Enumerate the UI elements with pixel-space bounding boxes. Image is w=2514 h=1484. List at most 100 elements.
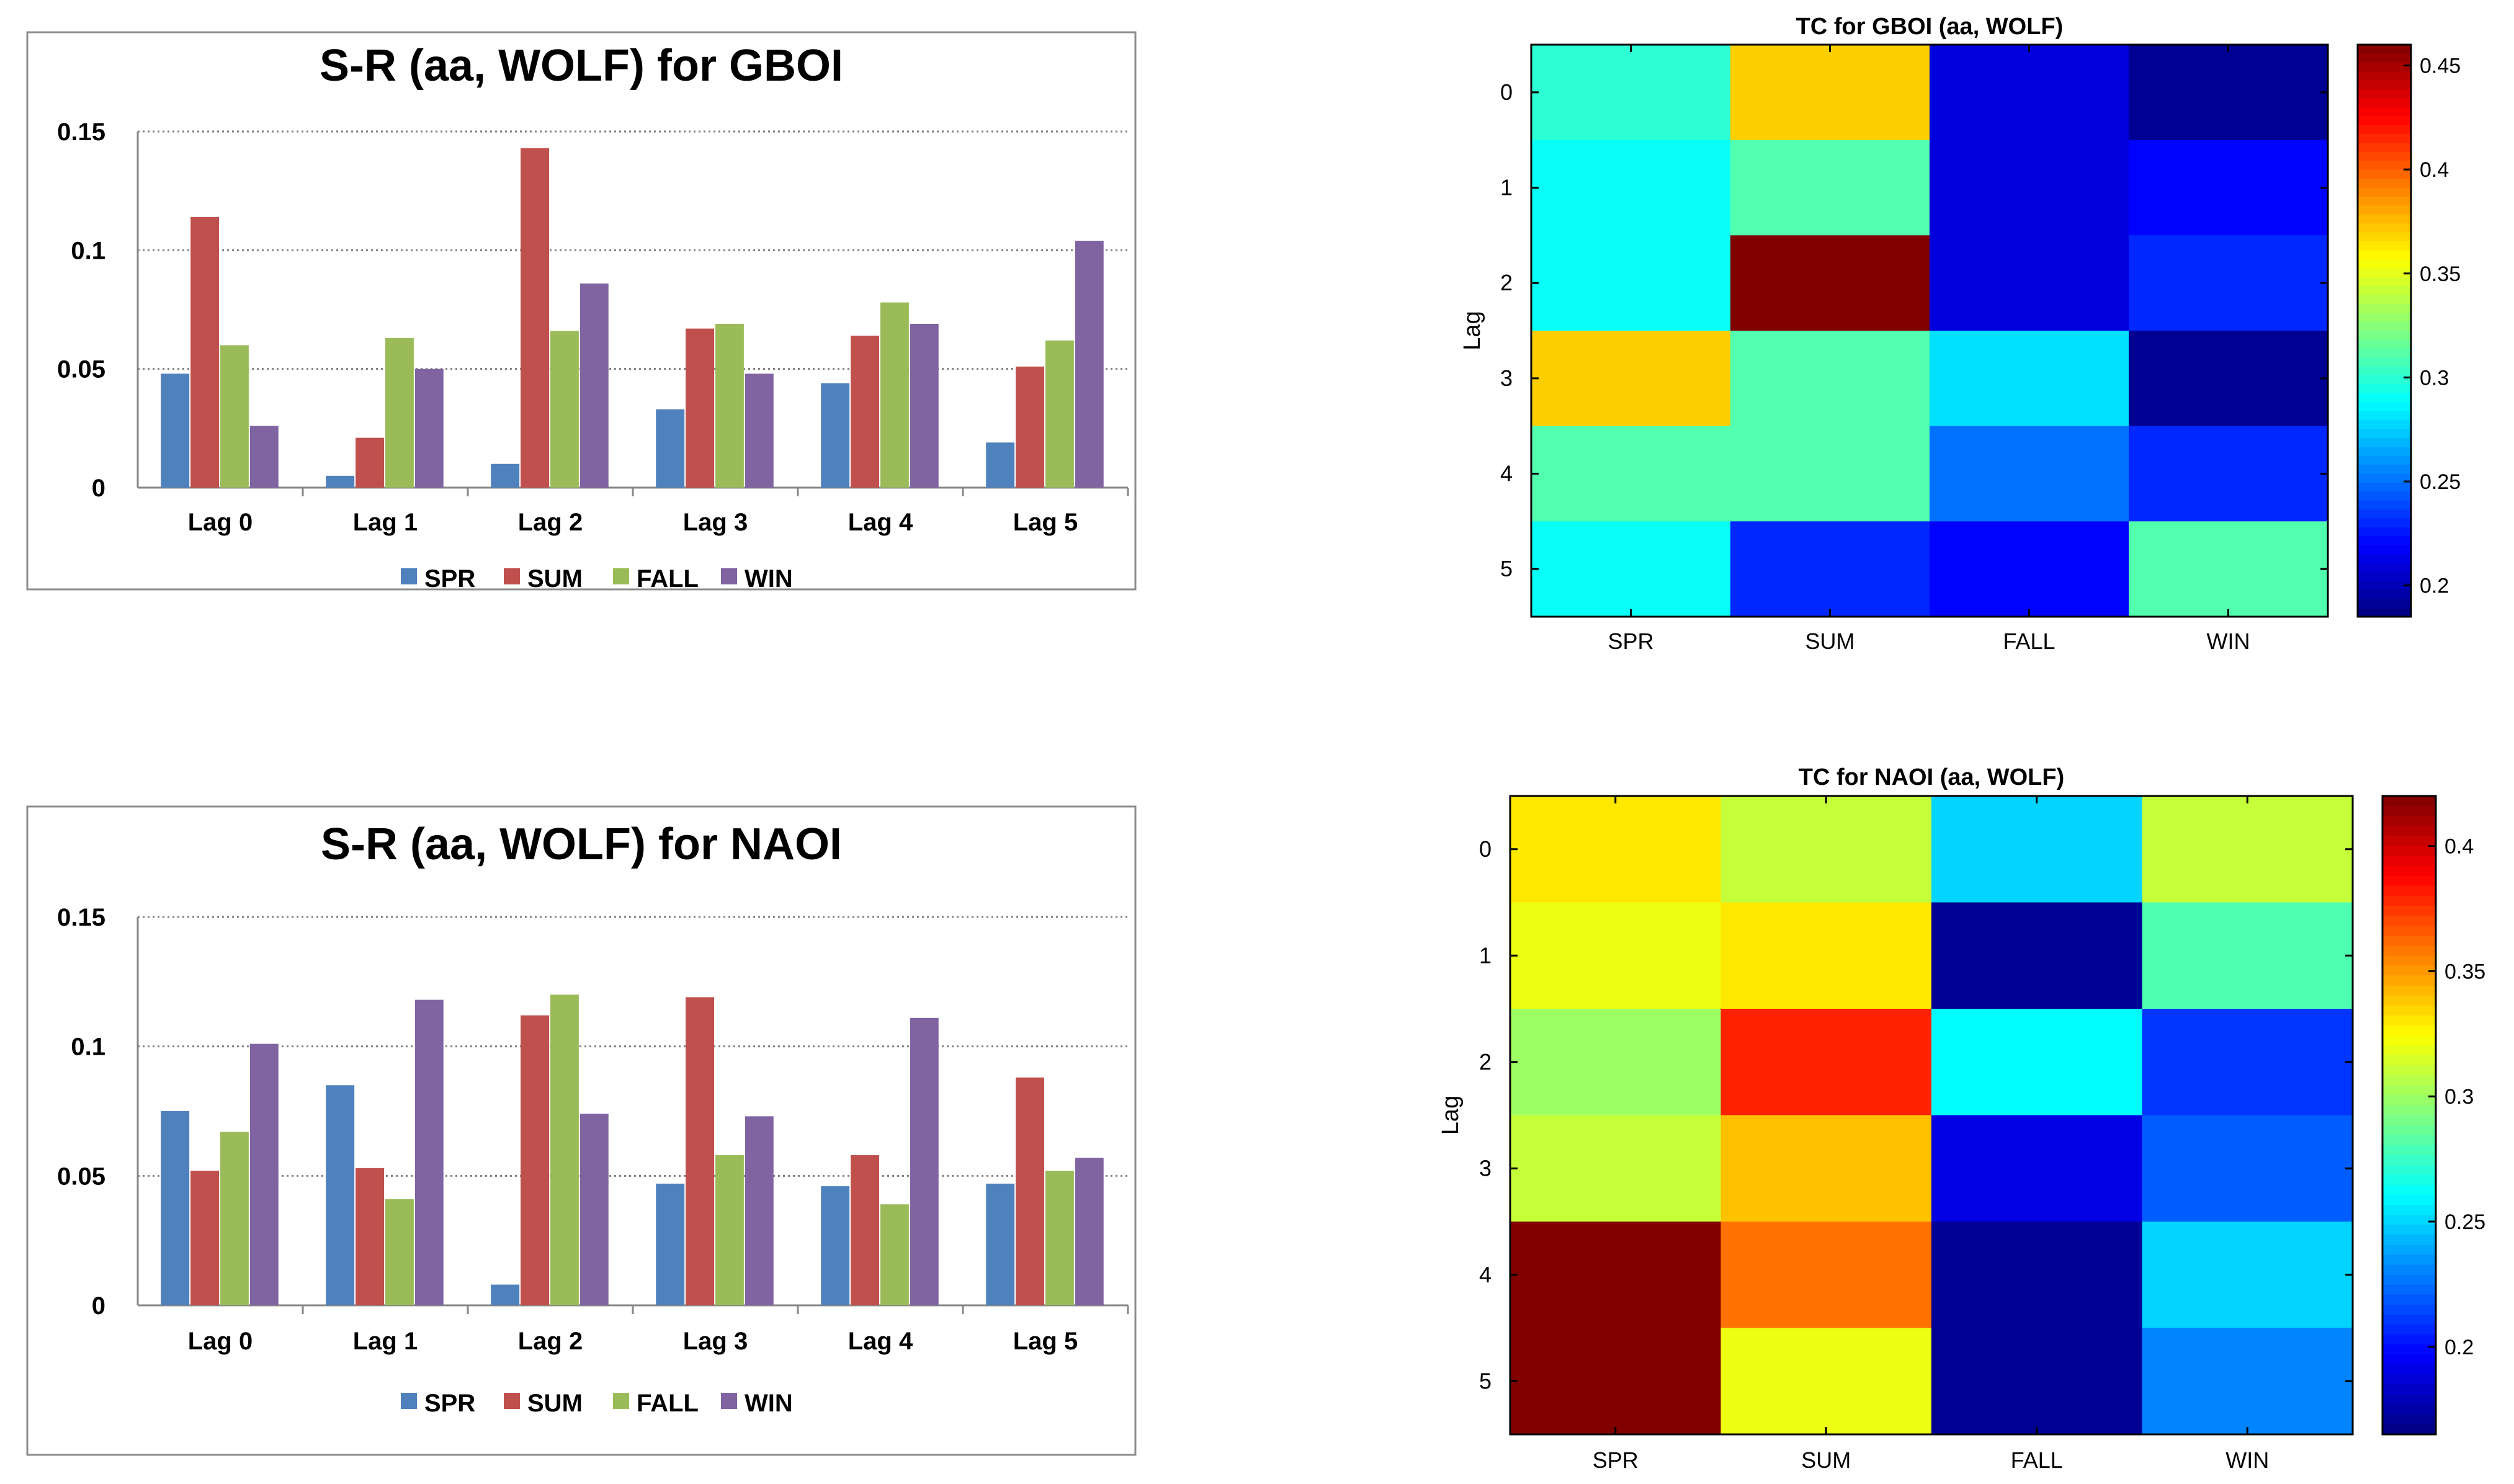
- legend-label: SUM: [527, 565, 583, 592]
- bar-spr: [161, 373, 190, 488]
- bar-fall: [385, 1199, 414, 1305]
- colorbar-segment: [2358, 179, 2411, 189]
- colorbar-segment: [2382, 1264, 2436, 1276]
- bar-fall: [880, 302, 909, 488]
- colorbar-segment: [2358, 196, 2411, 207]
- colorbar-segment: [2358, 98, 2411, 108]
- colorbar-frame: [2381, 795, 2437, 1436]
- colorbar-segment: [2358, 348, 2411, 359]
- heatmap-cell: [1930, 235, 2129, 331]
- colorbar-tick-label: 0.3: [2420, 366, 2449, 390]
- bar-sum: [190, 1170, 219, 1305]
- heatmap-frame: [1530, 43, 2329, 618]
- bar-spr: [986, 1183, 1015, 1305]
- colorbar-segment: [2358, 62, 2411, 73]
- colorbar-segment: [2382, 1235, 2436, 1246]
- x-tick-label: Lag 2: [518, 1328, 583, 1355]
- heatmap-cell: [2129, 331, 2328, 427]
- bar-fall: [385, 337, 414, 488]
- colorbar-segment: [2358, 161, 2411, 171]
- y-tick-label: 2: [1500, 270, 1513, 295]
- heatmap-title: TC for GBOI (aa, WOLF): [1796, 14, 2064, 40]
- heatmap-cell: [1531, 331, 1731, 427]
- colorbar-segment: [2358, 437, 2411, 448]
- legend-label: FALL: [637, 565, 699, 592]
- colorbar-segment: [2382, 945, 2436, 957]
- heatmap-cell: [1730, 45, 1930, 141]
- bar-win: [579, 1114, 609, 1305]
- heatmap-cell: [1930, 426, 2129, 522]
- colorbar-segment: [2382, 1045, 2436, 1057]
- heatmap-cell: [1931, 1009, 2142, 1115]
- x-tick-label: Lag 3: [683, 509, 748, 536]
- colorbar-segment: [2358, 554, 2411, 564]
- colorbar-segment: [2382, 1414, 2436, 1425]
- x-tick-label: Lag 2: [518, 509, 583, 536]
- bar-fall: [715, 323, 744, 488]
- colorbar-segment: [2382, 856, 2436, 867]
- x-tick-label: Lag 3: [683, 1328, 748, 1355]
- colorbar-segment: [2358, 80, 2411, 91]
- heatmap-cell: [2129, 521, 2328, 617]
- colorbar-segment: [2382, 826, 2436, 837]
- colorbar-segment: [2382, 806, 2436, 817]
- x-tick-label: FALL: [2003, 628, 2055, 654]
- colorbar-segment: [2382, 1125, 2436, 1136]
- colorbar-segment: [2382, 1304, 2436, 1316]
- colorbar-segment: [2358, 250, 2411, 260]
- colorbar-segment: [2358, 384, 2411, 394]
- colorbar-segment: [2382, 1374, 2436, 1385]
- x-tick-label: Lag 1: [353, 1328, 418, 1355]
- chart-title: S-R (aa, WOLF) for NAOI: [321, 820, 842, 869]
- bar-fall: [550, 331, 579, 488]
- colorbar-tick-label: 0.2: [2445, 1336, 2474, 1359]
- colorbar-segment: [2382, 1205, 2436, 1216]
- colorbar-segment: [2358, 375, 2411, 385]
- colorbar-segment: [2382, 1364, 2436, 1375]
- y-tick-label: 0.05: [57, 1163, 105, 1190]
- colorbar-segment: [2382, 1254, 2436, 1266]
- colorbar-segment: [2358, 53, 2411, 63]
- heatmap-cell: [1720, 1328, 1932, 1435]
- colorbar-segment: [2382, 885, 2436, 896]
- colorbar-segment: [2358, 509, 2411, 519]
- y-tick-label: 5: [1500, 556, 1513, 581]
- bar-chart-0: S-R (aa, WOLF) for GBOI 0 0.05 0.1 0.15 Lag 0…: [26, 31, 1137, 592]
- heatmap-3: TC for NAOI (aa, WOLF) 0 1 2 3 4 5 SPR SUM FALL WI…: [1438, 764, 2485, 1473]
- colorbar-segment: [2382, 895, 2436, 906]
- colorbar-segment: [2358, 151, 2411, 162]
- x-tick-label: Lag 5: [1013, 509, 1078, 536]
- colorbar-segment: [2358, 143, 2411, 153]
- colorbar-segment: [2382, 1245, 2436, 1256]
- colorbar-segment: [2358, 357, 2411, 367]
- colorbar-segment: [2358, 303, 2411, 314]
- heatmap-cell: [1531, 140, 1731, 236]
- bar-sum: [1016, 366, 1044, 488]
- colorbar-segment: [2382, 1394, 2436, 1405]
- bar-spr: [491, 463, 520, 488]
- bar-win: [745, 373, 774, 488]
- x-tick-label: SUM: [1805, 628, 1855, 654]
- colorbar-segment: [2358, 607, 2411, 617]
- colorbar-segment: [2358, 116, 2411, 126]
- colorbar-segment: [2382, 926, 2436, 937]
- heatmap-cell: [1720, 796, 1932, 903]
- colorbar-segment: [2382, 1115, 2436, 1126]
- colorbar-segment: [2358, 536, 2411, 546]
- heatmap-title: TC for NAOI (aa, WOLF): [1799, 764, 2065, 790]
- heatmap-cell: [1930, 140, 2129, 236]
- heatmap-cell: [1931, 902, 2142, 1009]
- bar-sum: [190, 217, 219, 488]
- x-tick-label: SUM: [1801, 1447, 1851, 1473]
- heatmap-cell: [1720, 1009, 1932, 1115]
- heatmap-cell: [2129, 235, 2328, 331]
- heatmap-cell: [2142, 1115, 2353, 1222]
- bar-spr: [161, 1111, 190, 1305]
- colorbar-segment: [2358, 518, 2411, 528]
- colorbar-segment: [2358, 125, 2411, 135]
- colorbar-tick-label: 0.25: [2420, 470, 2461, 494]
- heatmap-cell: [1720, 1222, 1932, 1328]
- colorbar-segment: [2358, 134, 2411, 144]
- colorbar-segment: [2382, 915, 2436, 927]
- heatmap-frame: [1509, 795, 2354, 1436]
